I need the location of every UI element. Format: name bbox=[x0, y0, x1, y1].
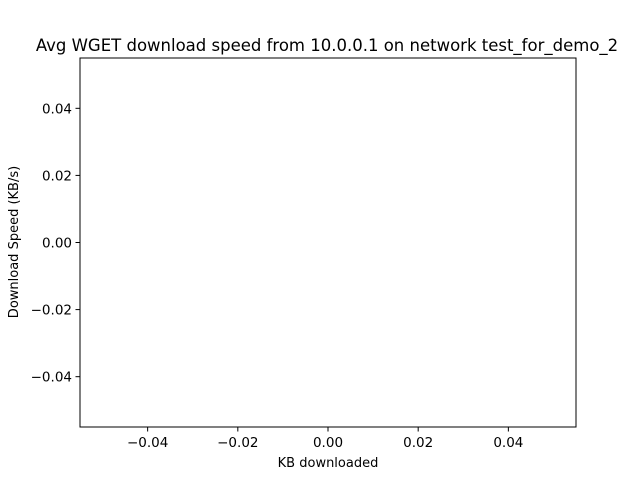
x-tick-label: 0.00 bbox=[313, 435, 343, 451]
y-tick-label: 0.02 bbox=[42, 168, 72, 184]
chart-title: Avg WGET download speed from 10.0.0.1 on… bbox=[36, 36, 618, 56]
x-tick-label: −0.04 bbox=[127, 435, 168, 451]
x-tick-label: 0.04 bbox=[493, 435, 523, 451]
x-tick-label: 0.02 bbox=[403, 435, 433, 451]
y-tick-label: −0.02 bbox=[31, 303, 72, 319]
x-tick-label: −0.02 bbox=[217, 435, 258, 451]
plot-area bbox=[79, 57, 577, 428]
y-tick-label: −0.04 bbox=[31, 370, 72, 386]
y-axis: −0.04 −0.02 0.00 0.02 0.04 bbox=[31, 101, 80, 386]
x-axis-label: KB downloaded bbox=[278, 456, 379, 471]
y-tick-label: 0.04 bbox=[42, 101, 72, 117]
x-axis: −0.04 −0.02 0.00 0.02 0.04 bbox=[127, 427, 523, 451]
y-axis-label: Download Speed (KB/s) bbox=[7, 166, 22, 318]
y-tick-label: 0.00 bbox=[42, 236, 72, 252]
